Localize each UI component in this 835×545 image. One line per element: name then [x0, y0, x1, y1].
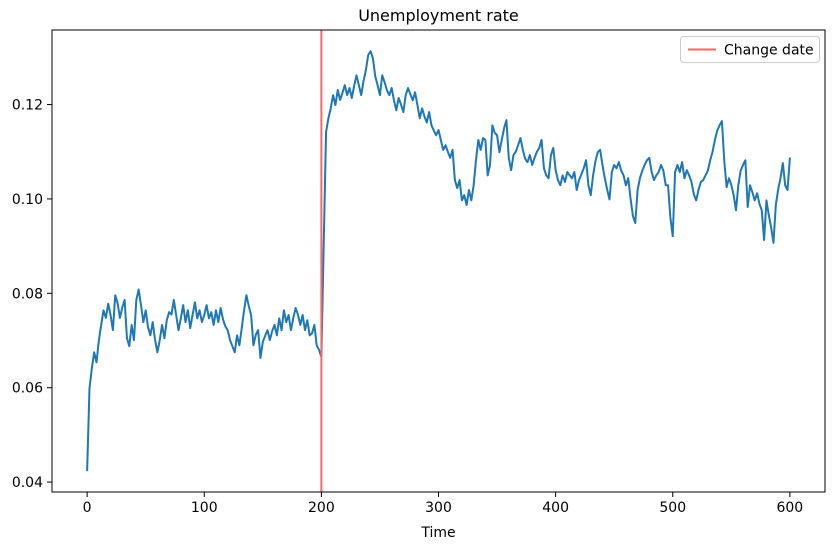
x-tick-label: 200 — [308, 500, 335, 516]
legend-box — [680, 36, 820, 63]
x-tick-label: 400 — [542, 500, 569, 516]
legend: Change date — [680, 36, 820, 63]
chart-title: Unemployment rate — [358, 6, 519, 25]
x-tick-label: 300 — [425, 500, 452, 516]
x-tick-label: 100 — [191, 500, 218, 516]
x-axis-label: Time — [420, 525, 455, 541]
x-tick-label: 500 — [659, 500, 686, 516]
plot-area: 0 100 200 300 400 500 600 0.04 0.06 0.08 0.10 0.12 — [12, 29, 826, 516]
y-tick-label: 0.10 — [12, 192, 43, 208]
axes-spines — [51, 29, 826, 493]
legend-label: Change date — [724, 43, 814, 59]
y-tick-label: 0.12 — [12, 98, 43, 114]
x-tick-label: 0 — [83, 500, 92, 516]
x-tick-label: 600 — [776, 500, 803, 516]
y-tick-label: 0.08 — [12, 286, 43, 302]
unemployment-rate-series-line — [86, 50, 791, 472]
y-tick-label: 0.04 — [12, 475, 43, 491]
y-tick-label: 0.06 — [12, 381, 43, 397]
